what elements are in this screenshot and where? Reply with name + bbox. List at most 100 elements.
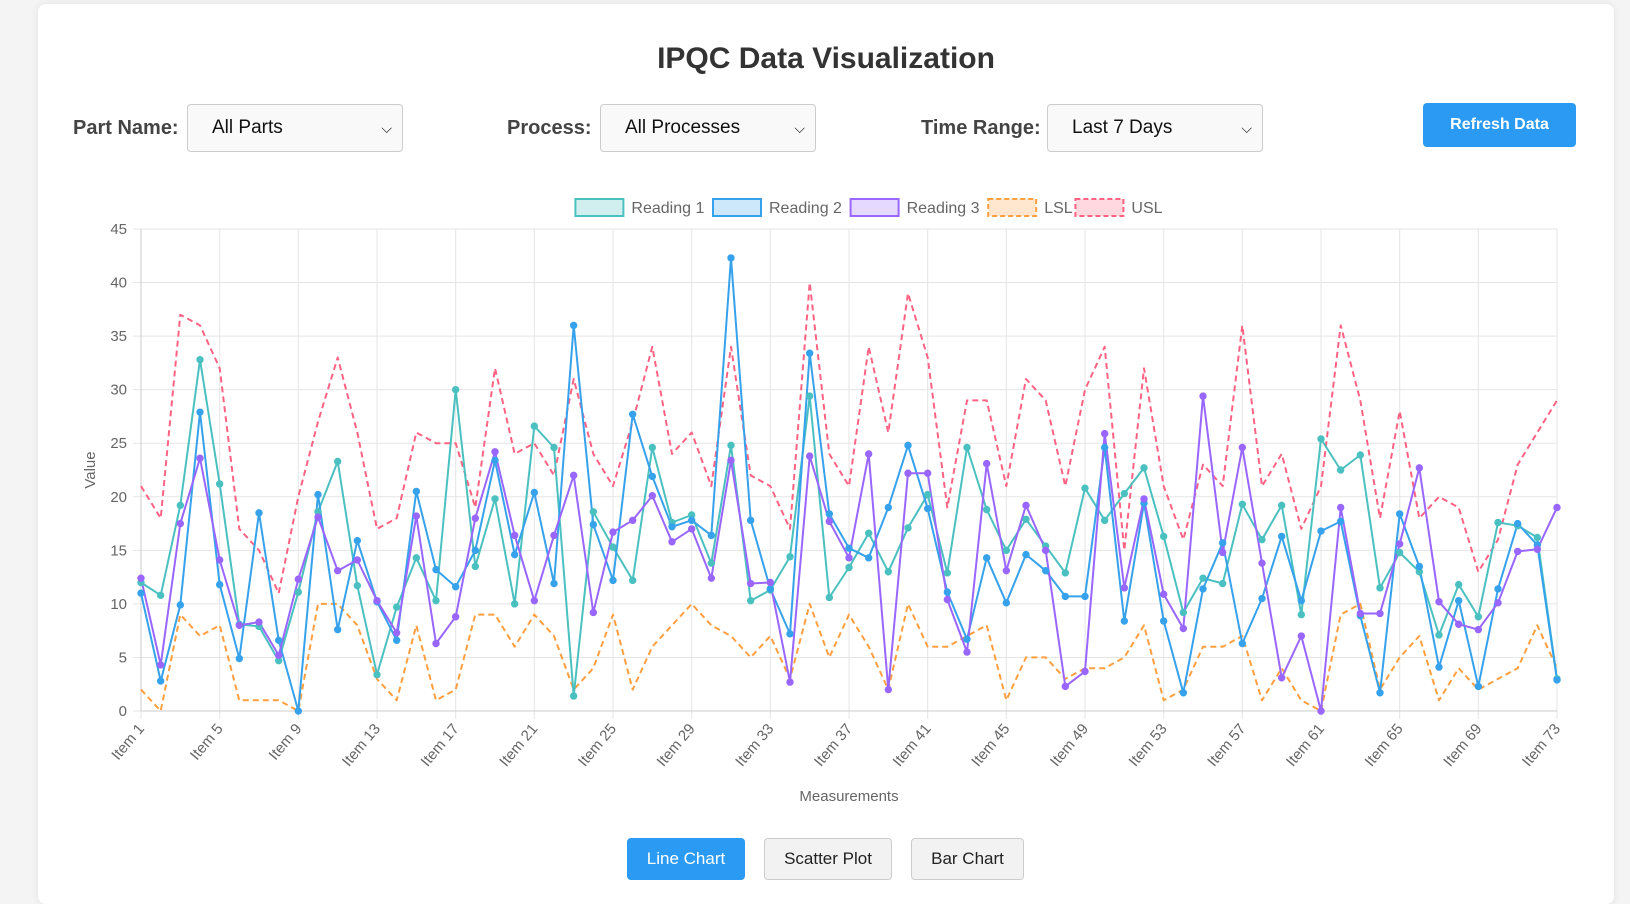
legend-swatch-reading2 xyxy=(712,198,762,217)
data-point-reading1 xyxy=(432,596,440,605)
bar-chart-button[interactable]: Bar Chart xyxy=(911,838,1024,880)
data-point-reading2 xyxy=(530,488,539,497)
data-point-reading3 xyxy=(1454,620,1463,628)
x-tick-label: Item 33 xyxy=(732,721,777,770)
refresh-data-button[interactable]: Refresh Data xyxy=(1423,103,1576,147)
data-point-reading1 xyxy=(1140,464,1148,472)
y-tick-label: 20 xyxy=(110,489,127,506)
data-point-reading2 xyxy=(353,536,362,545)
data-point-reading1 xyxy=(904,524,912,532)
data-point-reading2 xyxy=(963,635,971,643)
part-name-label: Part Name: xyxy=(73,117,179,139)
data-point-reading2 xyxy=(805,349,814,357)
x-tick-label: Item 41 xyxy=(890,721,935,770)
line-chart: 0 5 10 15 20 25 30 35 40 45 Item 1 Item 5 Item 9 Item… xyxy=(82,198,1564,805)
data-point-reading3 xyxy=(648,492,657,500)
data-point-reading2 xyxy=(1494,585,1502,593)
time-range-select[interactable]: Last 7 Days ⌵ xyxy=(1047,104,1263,152)
data-point-reading2 xyxy=(156,677,165,685)
legend-swatch-usl xyxy=(1074,198,1125,217)
data-point-reading2 xyxy=(491,456,499,465)
data-point-reading2 xyxy=(864,554,873,562)
data-point-reading3 xyxy=(825,517,834,526)
data-point-reading3 xyxy=(1356,609,1365,618)
data-point-reading1 xyxy=(1336,466,1345,474)
data-point-reading3 xyxy=(333,566,342,575)
data-point-reading1 xyxy=(1199,574,1207,582)
data-point-reading2 xyxy=(451,583,460,591)
data-point-reading2 xyxy=(1277,532,1286,541)
data-point-reading1 xyxy=(1376,584,1384,592)
scatter-plot-button[interactable]: Scatter Plot xyxy=(764,838,892,880)
process-select[interactable]: All Processes ⌵ xyxy=(600,104,816,152)
x-tick-label: Item 13 xyxy=(339,721,384,770)
legend-swatch-reading3 xyxy=(849,198,900,217)
line-chart-button[interactable]: Line Chart xyxy=(627,838,745,880)
data-point-reading3 xyxy=(1474,625,1483,634)
data-point-reading3 xyxy=(1533,545,1542,553)
data-point-reading2 xyxy=(1415,562,1424,571)
y-tick-label: 30 xyxy=(110,382,127,399)
data-point-reading2 xyxy=(392,636,401,645)
data-point-reading1 xyxy=(1218,579,1227,588)
data-point-reading1 xyxy=(943,569,952,577)
data-point-reading1 xyxy=(1454,580,1463,589)
data-point-reading3 xyxy=(1100,429,1109,438)
y-tick-label: 5 xyxy=(119,649,127,666)
data-point-reading2 xyxy=(1041,566,1050,575)
y-tick-label: 25 xyxy=(110,435,127,452)
data-point-reading3 xyxy=(176,519,185,528)
data-point-reading3 xyxy=(491,448,499,456)
legend-label-usl: USL xyxy=(1131,200,1162,217)
data-point-reading1 xyxy=(963,443,971,452)
data-point-reading2 xyxy=(412,487,421,496)
data-point-reading3 xyxy=(1238,443,1247,452)
data-point-reading3 xyxy=(569,471,578,480)
data-point-reading2 xyxy=(746,516,755,525)
data-point-reading1 xyxy=(1494,518,1502,527)
data-point-reading3 xyxy=(530,596,539,605)
part-name-select[interactable]: All Parts ⌵ xyxy=(187,104,403,152)
x-tick-label: Item 37 xyxy=(811,721,856,770)
data-point-reading3 xyxy=(786,678,794,686)
chevron-down-icon: ⌵ xyxy=(381,120,392,136)
data-point-reading3 xyxy=(550,531,558,540)
data-point-reading3 xyxy=(904,469,912,477)
x-tick-label: Item 17 xyxy=(418,721,463,770)
data-point-reading3 xyxy=(1395,540,1404,548)
data-point-reading3 xyxy=(432,639,440,648)
data-point-reading2 xyxy=(668,523,676,531)
data-point-reading2 xyxy=(766,585,775,593)
data-point-reading3 xyxy=(1002,566,1011,575)
process-label: Process: xyxy=(507,117,592,139)
data-point-reading2 xyxy=(609,576,617,585)
y-axis-title: Value xyxy=(82,451,99,488)
data-point-reading2 xyxy=(786,630,794,638)
data-point-reading3 xyxy=(235,621,244,630)
x-tick-label: Item 25 xyxy=(575,721,620,770)
data-point-reading3 xyxy=(156,661,165,669)
series-line-lsl xyxy=(140,602,1558,712)
data-point-reading1 xyxy=(1435,631,1443,639)
x-tick-label: Item 65 xyxy=(1362,721,1407,770)
series-line-usl xyxy=(140,281,1558,595)
data-point-reading1 xyxy=(1395,548,1404,557)
data-point-reading1 xyxy=(1120,489,1129,498)
data-point-reading2 xyxy=(1022,550,1030,559)
x-tick-label: Item 21 xyxy=(496,721,541,770)
data-point-reading3 xyxy=(392,629,401,637)
data-point-reading1 xyxy=(333,457,342,466)
legend-label-reading2: Reading 2 xyxy=(769,200,842,217)
data-point-reading3 xyxy=(707,574,716,582)
data-point-reading2 xyxy=(215,580,224,589)
x-tick-label: Item 69 xyxy=(1440,721,1485,770)
data-point-reading3 xyxy=(1494,599,1502,607)
data-point-reading1 xyxy=(1061,569,1070,577)
x-tick-label: Item 57 xyxy=(1204,721,1249,770)
y-tick-label: 40 xyxy=(110,275,127,292)
data-point-reading3 xyxy=(1041,546,1050,555)
legend-label-lsl: LSL xyxy=(1044,200,1073,217)
data-point-reading2 xyxy=(1120,617,1129,625)
data-point-reading3 xyxy=(137,574,145,582)
data-point-reading3 xyxy=(845,554,853,562)
